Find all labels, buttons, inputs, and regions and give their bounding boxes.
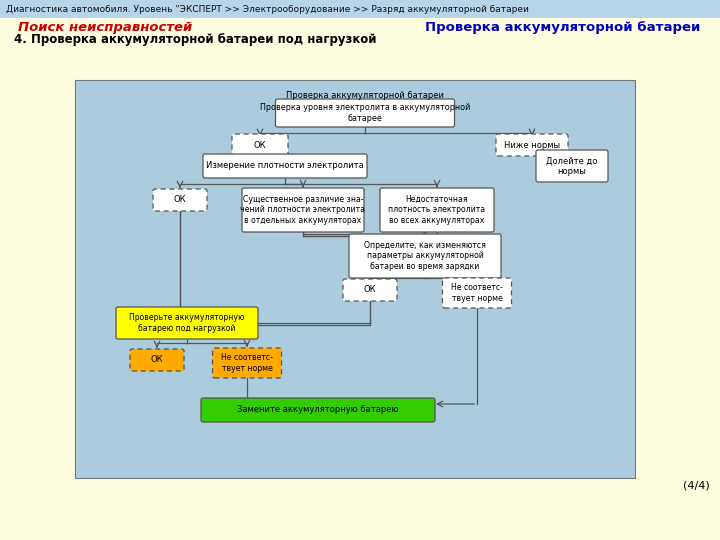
- FancyBboxPatch shape: [201, 398, 435, 422]
- Text: ОК: ОК: [174, 195, 186, 205]
- Text: ОК: ОК: [253, 140, 266, 150]
- Text: Проверьте аккумуляторную
батарею под нагрузкой: Проверьте аккумуляторную батарею под наг…: [130, 313, 245, 333]
- Text: 4. Проверка аккумуляторной батареи под нагрузкой: 4. Проверка аккумуляторной батареи под н…: [14, 33, 377, 46]
- FancyBboxPatch shape: [276, 99, 454, 127]
- Text: Диагностика автомобиля. Уровень "ЭКСПЕРТ >> Электрооборудование >> Разряд аккуму: Диагностика автомобиля. Уровень "ЭКСПЕРТ…: [6, 4, 529, 14]
- Text: Недостаточная
плотность электролита
во всех аккумуляторах: Недостаточная плотность электролита во в…: [388, 195, 485, 225]
- FancyBboxPatch shape: [0, 0, 720, 18]
- Text: (4/4): (4/4): [683, 481, 710, 491]
- FancyBboxPatch shape: [242, 188, 364, 232]
- Text: Долейте до
нормы: Долейте до нормы: [546, 156, 598, 176]
- FancyBboxPatch shape: [116, 307, 258, 339]
- Text: Проверка уровня электролита в аккумуляторной
батарее: Проверка уровня электролита в аккумулято…: [260, 103, 470, 123]
- FancyBboxPatch shape: [130, 349, 184, 371]
- Text: Не соответс-
твует норме: Не соответс- твует норме: [451, 284, 503, 303]
- Text: Не соответс-
твует норме: Не соответс- твует норме: [221, 353, 273, 373]
- FancyBboxPatch shape: [203, 154, 367, 178]
- FancyBboxPatch shape: [496, 134, 568, 156]
- FancyBboxPatch shape: [232, 134, 288, 156]
- FancyBboxPatch shape: [380, 188, 494, 232]
- Text: Существенное различие зна-
чений плотности электролита
в отдельных аккумуляторах: Существенное различие зна- чений плотнос…: [240, 195, 366, 225]
- Text: Поиск неисправностей: Поиск неисправностей: [18, 21, 192, 33]
- FancyBboxPatch shape: [153, 189, 207, 211]
- Text: Ниже нормы: Ниже нормы: [504, 140, 560, 150]
- Text: Измерение плотности электролита: Измерение плотности электролита: [206, 161, 364, 171]
- Text: Определите, как изменяются
параметры аккумуляторной
батареи во время зарядки: Определите, как изменяются параметры акк…: [364, 241, 486, 271]
- Text: ОК: ОК: [150, 355, 163, 364]
- FancyBboxPatch shape: [212, 348, 282, 378]
- FancyBboxPatch shape: [349, 234, 501, 278]
- Text: ОК: ОК: [364, 286, 377, 294]
- Text: Проверка аккумуляторной батареи: Проверка аккумуляторной батареи: [425, 21, 700, 33]
- FancyBboxPatch shape: [75, 80, 635, 478]
- Text: Замените аккумуляторную батарею: Замените аккумуляторную батарею: [238, 406, 399, 415]
- FancyBboxPatch shape: [443, 278, 511, 308]
- FancyBboxPatch shape: [536, 150, 608, 182]
- FancyBboxPatch shape: [343, 279, 397, 301]
- Text: Проверка аккумуляторной батареи: Проверка аккумуляторной батареи: [286, 91, 444, 100]
